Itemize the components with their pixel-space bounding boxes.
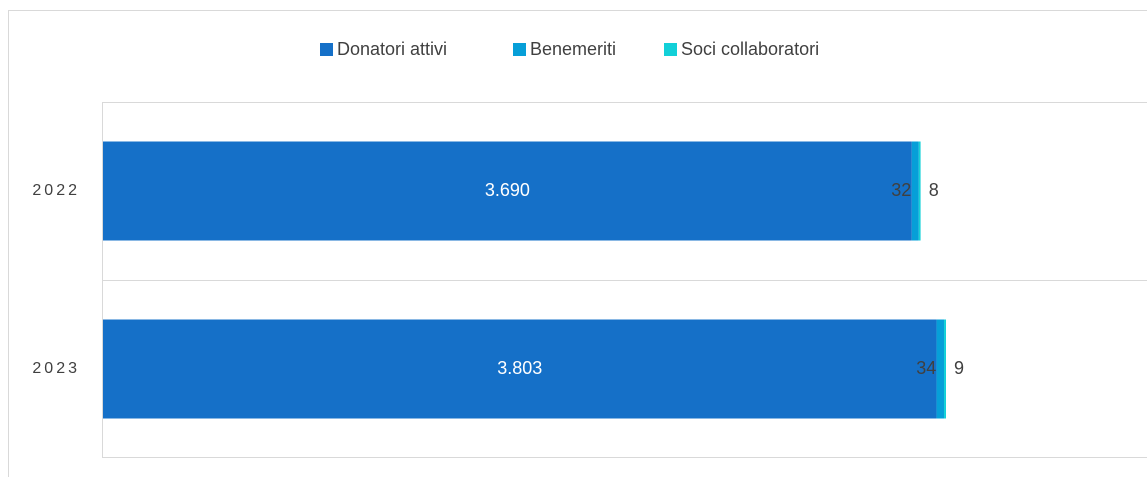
y-tick-label: 2023 <box>32 360 80 377</box>
bar-segment <box>936 319 945 419</box>
legend-swatch <box>664 43 677 56</box>
bar-segment <box>103 141 912 241</box>
data-label: 3.690 <box>485 180 530 200</box>
bar-segment <box>103 319 937 419</box>
bar-segment <box>911 141 919 241</box>
y-tick-label: 2022 <box>32 182 80 199</box>
data-label: 8 <box>929 180 939 200</box>
bar-segment <box>944 319 946 419</box>
data-label: 34 <box>916 358 936 378</box>
legend-swatch <box>320 43 333 56</box>
legend-swatch <box>513 43 526 56</box>
legend-label: Donatori attivi <box>337 39 447 59</box>
data-label: 3.803 <box>497 358 542 378</box>
chart-frame <box>8 10 1147 477</box>
legend-label: Benemeriti <box>530 39 616 59</box>
bar-segment <box>918 141 921 241</box>
legend-label: Soci collaboratori <box>681 39 819 59</box>
data-label: 32 <box>891 180 911 200</box>
data-label: 9 <box>954 358 964 378</box>
